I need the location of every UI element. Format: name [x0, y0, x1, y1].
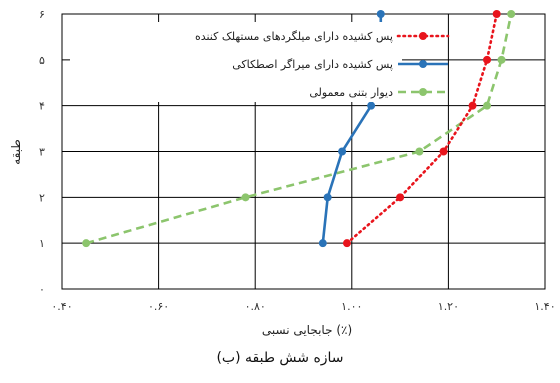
series-2-point-4: [367, 101, 376, 110]
series-3-point-2: [241, 193, 250, 202]
legend-entry-1: پس کشیده دارای میلگردهای مستهلک کننده: [195, 30, 450, 43]
series-3-point-3: [415, 147, 424, 156]
legend-swatch-1-marker: [419, 32, 427, 40]
series-1-point-3: [439, 147, 448, 156]
series-2-point-6: [376, 10, 385, 18]
series-2-point-2: [323, 193, 332, 202]
legend-label-2: پس کشیده دارای میراگر اصطکاکی: [232, 58, 393, 71]
x-tick-label-3: ۱.۰۰: [341, 300, 362, 313]
series-layer: [82, 10, 516, 248]
series-1: [342, 10, 501, 248]
legend-swatch-3-marker: [419, 88, 427, 96]
legend-label-1: پس کشیده دارای میلگردهای مستهلک کننده: [195, 30, 393, 43]
legend-entry-3: دیوار بتنی معمولی: [309, 86, 448, 99]
series-3-line: [85, 13, 513, 245]
series-1-point-4: [468, 101, 477, 110]
x-axis-label: جابجایی نسبی (٪): [262, 323, 352, 337]
y-tick-label-3: ۳: [39, 146, 45, 159]
legend-swatch-2-marker: [419, 60, 427, 68]
plot-frame: [61, 13, 546, 290]
axes: [61, 13, 546, 290]
y-tick-label-2: ۲: [39, 191, 45, 204]
series-3-point-1: [82, 239, 91, 248]
y-tick-label-5: ۵: [39, 54, 45, 67]
x-tick-label-4: ۱.۲۰: [438, 300, 459, 313]
series-3-point-5: [497, 55, 506, 64]
y-tick-label-4: ۴: [39, 100, 45, 113]
series-3: [82, 10, 516, 248]
series-1-point-5: [483, 55, 492, 64]
y-axis-label: طبقه: [9, 139, 23, 165]
y-tick-label-1: ۱: [39, 237, 45, 250]
chart-caption: (ب) سازه شش طبقه: [216, 350, 343, 366]
series-3-point-6: [507, 10, 516, 18]
series-1-line: [345, 12, 499, 245]
legend-background: [70, 22, 402, 102]
x-tick-label-1: ۰.۶۰: [148, 300, 169, 313]
y-tick-label-0: ۰: [39, 283, 45, 296]
x-tick-label-0: ۰.۴۰: [51, 300, 72, 313]
legend: پس کشیده دارای میلگردهای مستهلک کننده پس…: [70, 22, 450, 102]
series-1-point-6: [492, 10, 501, 18]
series-1-point-1: [342, 239, 351, 248]
series-3-point-4: [483, 101, 492, 110]
series-1-point-2: [396, 193, 405, 202]
legend-label-3: دیوار بتنی معمولی: [309, 86, 393, 99]
x-tick-label-2: ۰.۸۰: [245, 300, 266, 313]
series-2-point-1: [318, 239, 327, 248]
tick-labels: ۰.۴۰ ۰.۶۰ ۰.۸۰ ۱.۰۰ ۱.۲۰ ۱.۴۰ ۰ ۱ ۲ ۳ ۴ ۵ ۶: [39, 8, 556, 313]
series-2-point-3: [338, 147, 347, 156]
legend-entry-2: پس کشیده دارای میراگر اصطکاکی: [232, 58, 448, 71]
y-tick-label-6: ۶: [39, 8, 45, 21]
x-tick-label-5: ۱.۴۰: [534, 300, 555, 313]
